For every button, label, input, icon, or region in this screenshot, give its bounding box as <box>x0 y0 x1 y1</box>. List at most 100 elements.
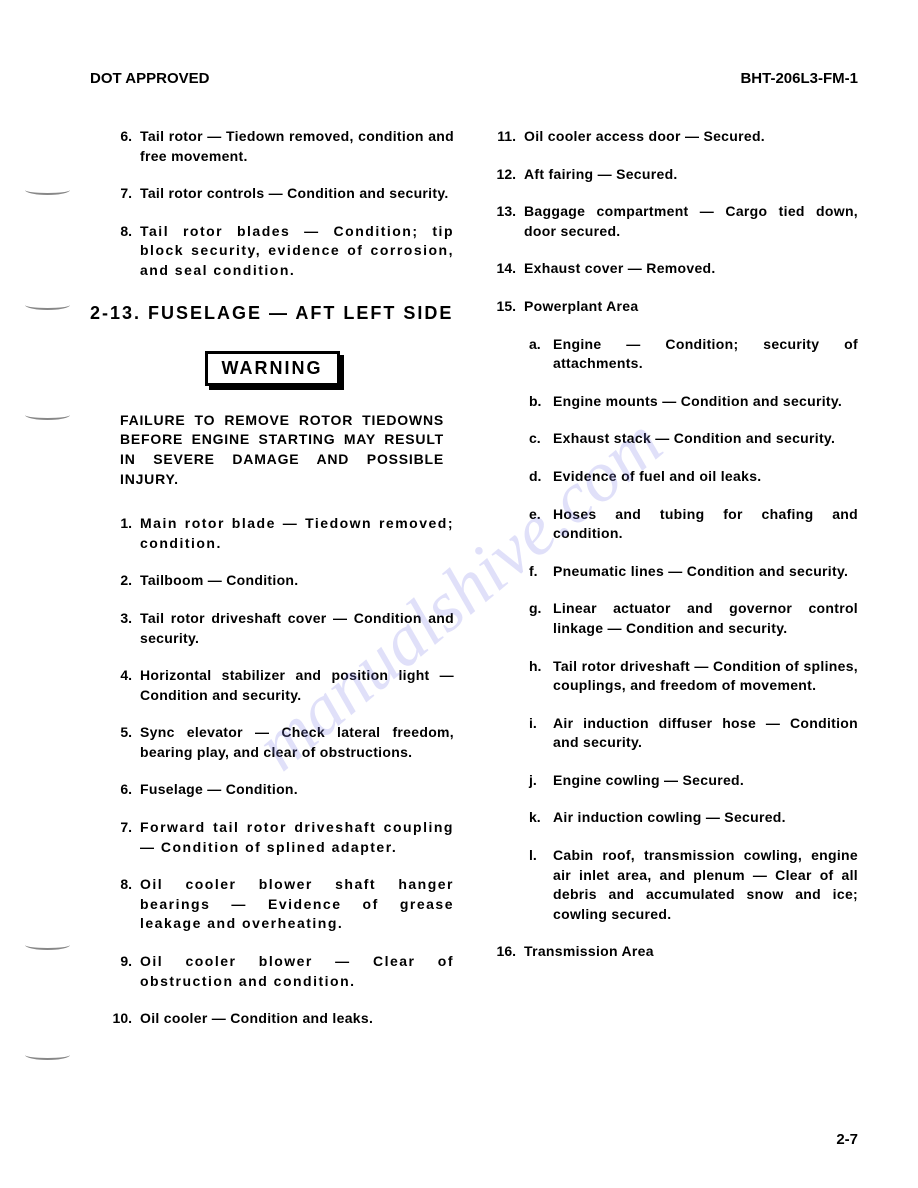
sub-item: c. Exhaust stack — Condition and securit… <box>529 429 858 449</box>
sub-letter: b. <box>529 392 553 412</box>
item-number: 14. <box>494 259 524 279</box>
sub-letter: d. <box>529 467 553 487</box>
list-item: 5. Sync elevator — Check lateral freedom… <box>110 723 454 762</box>
sub-item: b. Engine mounts — Condition and securit… <box>529 392 858 412</box>
sub-letter: h. <box>529 657 553 696</box>
item-number: 8. <box>110 222 140 281</box>
item-text: Sync elevator — Check lateral freedom, b… <box>140 723 454 762</box>
sub-letter: i. <box>529 714 553 753</box>
item-text: Aft fairing — Secured. <box>524 165 858 185</box>
list-item: 9. Oil cooler blower — Clear of obstruct… <box>110 952 454 991</box>
sub-item: g. Linear actuator and governor control … <box>529 599 858 638</box>
sub-item: d. Evidence of fuel and oil leaks. <box>529 467 858 487</box>
sub-text: Air induction cowling — Secured. <box>553 808 858 828</box>
header-right: BHT-206L3-FM-1 <box>740 70 858 87</box>
sub-text: Pneumatic lines — Condition and security… <box>553 562 858 582</box>
list-item: 13. Baggage compartment — Cargo tied dow… <box>494 202 858 241</box>
item-number: 3. <box>110 609 140 648</box>
sub-letter: j. <box>529 771 553 791</box>
item-number: 13. <box>494 202 524 241</box>
item-text: Baggage compartment — Cargo tied down, d… <box>524 202 858 241</box>
sub-letter: k. <box>529 808 553 828</box>
list-item: 15. Powerplant Area <box>494 297 858 317</box>
scan-artifact <box>25 185 70 195</box>
item-number: 7. <box>110 818 140 857</box>
sub-text: Engine mounts — Condition and security. <box>553 392 858 412</box>
sub-letter: e. <box>529 505 553 544</box>
scan-artifact <box>25 410 70 420</box>
item-number: 5. <box>110 723 140 762</box>
sub-item: j. Engine cowling — Secured. <box>529 771 858 791</box>
item-text: Exhaust cover — Removed. <box>524 259 858 279</box>
right-list-bottom: 16. Transmission Area <box>494 942 858 962</box>
sub-item: h. Tail rotor driveshaft — Condition of … <box>529 657 858 696</box>
item-number: 15. <box>494 297 524 317</box>
sub-text: Engine cowling — Secured. <box>553 771 858 791</box>
list-item: 16. Transmission Area <box>494 942 858 962</box>
item-number: 8. <box>110 875 140 934</box>
sub-letter: c. <box>529 429 553 449</box>
item-number: 16. <box>494 942 524 962</box>
item-number: 12. <box>494 165 524 185</box>
list-item: 7. Tail rotor controls — Condition and s… <box>110 184 454 204</box>
sub-letter: g. <box>529 599 553 638</box>
item-text: Fuselage — Condition. <box>140 780 454 800</box>
item-number: 10. <box>110 1009 140 1029</box>
item-text: Forward tail rotor driveshaft coupling —… <box>140 818 454 857</box>
warning-text: FAILURE TO REMOVE ROTOR TIEDOWNS BEFORE … <box>120 411 444 489</box>
right-column: 11. Oil cooler access door — Secured. 12… <box>494 127 858 1047</box>
list-item: 12. Aft fairing — Secured. <box>494 165 858 185</box>
scan-artifact <box>25 940 70 950</box>
scan-artifact <box>25 1050 70 1060</box>
sub-letter: a. <box>529 335 553 374</box>
header-left: DOT APPROVED <box>90 70 209 87</box>
list-item: 6. Tail rotor — Tiedown removed, conditi… <box>110 127 454 166</box>
page-number: 2-7 <box>836 1131 858 1148</box>
sub-text: Exhaust stack — Condition and security. <box>553 429 858 449</box>
list-item: 11. Oil cooler access door — Secured. <box>494 127 858 147</box>
list-item: 4. Horizontal stabilizer and position li… <box>110 666 454 705</box>
list-item: 14. Exhaust cover — Removed. <box>494 259 858 279</box>
item-text: Powerplant Area <box>524 297 858 317</box>
scan-artifact <box>25 300 70 310</box>
section-heading: 2-13. FUSELAGE — AFT LEFT SIDE <box>90 301 454 326</box>
section-list: 1. Main rotor blade — Tiedown removed; c… <box>90 514 454 1029</box>
item-number: 7. <box>110 184 140 204</box>
warning-label: WARNING <box>205 351 340 386</box>
list-item: 6. Fuselage — Condition. <box>110 780 454 800</box>
left-column: 6. Tail rotor — Tiedown removed, conditi… <box>90 127 454 1047</box>
item-text: Tail rotor controls — Condition and secu… <box>140 184 454 204</box>
page-header: DOT APPROVED BHT-206L3-FM-1 <box>90 70 858 87</box>
item-text: Tail rotor — Tiedown removed, condition … <box>140 127 454 166</box>
sub-letter: f. <box>529 562 553 582</box>
item-number: 6. <box>110 127 140 166</box>
item-number: 4. <box>110 666 140 705</box>
warning-box: WARNING <box>90 351 454 386</box>
initial-list: 6. Tail rotor — Tiedown removed, conditi… <box>90 127 454 281</box>
item-text: Tail rotor driveshaft cover — Condition … <box>140 609 454 648</box>
powerplant-sublist: a. Engine — Condition; security of attac… <box>529 335 858 925</box>
sub-text: Engine — Condition; security of attachme… <box>553 335 858 374</box>
sub-text: Cabin roof, transmission cowling, engine… <box>553 846 858 924</box>
item-text: Oil cooler blower shaft hanger bearings … <box>140 875 454 934</box>
sub-item: e. Hoses and tubing for chafing and cond… <box>529 505 858 544</box>
sub-text: Tail rotor driveshaft — Condition of spl… <box>553 657 858 696</box>
list-item: 7. Forward tail rotor driveshaft couplin… <box>110 818 454 857</box>
sub-text: Linear actuator and governor control lin… <box>553 599 858 638</box>
sub-text: Hoses and tubing for chafing and conditi… <box>553 505 858 544</box>
list-item: 8. Oil cooler blower shaft hanger bearin… <box>110 875 454 934</box>
content-columns: 6. Tail rotor — Tiedown removed, conditi… <box>90 127 858 1047</box>
sub-item: l. Cabin roof, transmission cowling, eng… <box>529 846 858 924</box>
item-number: 9. <box>110 952 140 991</box>
sub-item: k. Air induction cowling — Secured. <box>529 808 858 828</box>
sub-text: Evidence of fuel and oil leaks. <box>553 467 858 487</box>
sub-letter: l. <box>529 846 553 924</box>
list-item: 8. Tail rotor blades — Condition; tip bl… <box>110 222 454 281</box>
item-text: Oil cooler blower — Clear of obstruction… <box>140 952 454 991</box>
list-item: 3. Tail rotor driveshaft cover — Conditi… <box>110 609 454 648</box>
item-text: Transmission Area <box>524 942 858 962</box>
sub-item: a. Engine — Condition; security of attac… <box>529 335 858 374</box>
right-list-top: 11. Oil cooler access door — Secured. 12… <box>494 127 858 317</box>
sub-item: i. Air induction diffuser hose — Conditi… <box>529 714 858 753</box>
item-text: Tailboom — Condition. <box>140 571 454 591</box>
